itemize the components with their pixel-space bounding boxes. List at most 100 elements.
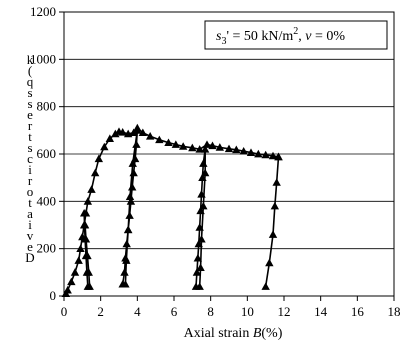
y-axis-label-char: r	[28, 118, 33, 133]
data-point	[192, 268, 202, 276]
data-point	[224, 144, 234, 153]
data-point	[125, 211, 134, 219]
data-point	[268, 151, 278, 160]
data-point	[126, 197, 136, 205]
data-point	[111, 129, 120, 138]
x-tick-label: 18	[388, 304, 401, 319]
data-point	[128, 182, 137, 191]
data-point	[87, 185, 96, 193]
y-axis-label-char: e	[27, 107, 33, 122]
x-tick-label: 8	[207, 304, 214, 319]
data-point	[178, 142, 188, 150]
data-point	[67, 277, 76, 286]
data-point	[122, 256, 131, 264]
data-point	[84, 268, 93, 276]
data-point	[83, 251, 92, 260]
y-axis-label-char: s	[27, 140, 32, 155]
y-axis-label-char: v	[27, 228, 34, 243]
x-tick-label: 4	[134, 304, 141, 319]
data-point	[232, 145, 241, 154]
y-axis-label-char: a	[27, 206, 33, 221]
x-tick-label: 10	[241, 304, 254, 319]
data-point	[272, 178, 281, 186]
y-tick-label: 1200	[30, 4, 56, 19]
data-point	[208, 141, 217, 150]
series	[61, 123, 283, 297]
legend: s3' = 50 kN/m2, v = 0%	[204, 20, 388, 50]
legend-s: s	[216, 29, 222, 44]
data-point	[81, 235, 91, 243]
legend-sup: 2	[293, 26, 298, 37]
legend-mid: ,	[298, 29, 305, 44]
series-line	[264, 156, 280, 287]
data-point	[90, 168, 100, 177]
data-point	[199, 159, 208, 167]
y-axis-label-char: s	[27, 96, 32, 111]
x-tick-label: 6	[171, 304, 178, 319]
data-point	[122, 239, 131, 248]
data-point	[197, 235, 206, 243]
data-point	[196, 263, 205, 271]
data-point	[120, 268, 129, 276]
data-point	[129, 128, 138, 137]
y-axis-label-char: (	[28, 63, 32, 78]
data-point	[261, 150, 270, 159]
y-tick-label: 600	[37, 146, 57, 161]
data-point	[118, 128, 127, 136]
data-point	[105, 134, 115, 142]
data-point	[123, 225, 133, 234]
data-point	[196, 206, 205, 215]
data-point	[138, 128, 148, 137]
data-point	[164, 138, 173, 146]
data-point	[265, 258, 274, 267]
y-axis-label-char: q	[27, 74, 34, 89]
data-point	[199, 201, 208, 210]
y-axis-label-char: D	[25, 250, 34, 265]
data-point	[195, 282, 204, 290]
data-point	[200, 168, 210, 177]
y-axis-label-char: i	[28, 162, 32, 177]
data-point	[128, 159, 137, 167]
data-point	[79, 208, 89, 217]
data-point	[194, 239, 203, 248]
data-point	[74, 256, 83, 264]
y-tick-label: 0	[50, 288, 57, 303]
data-point	[274, 152, 283, 161]
data-point	[195, 145, 204, 153]
y-tick-label: 800	[37, 99, 57, 114]
y-axis-label-char: e	[27, 239, 33, 254]
y-axis-label-char: r	[28, 173, 33, 188]
x-tick-label: 12	[278, 304, 291, 319]
data-point	[198, 173, 207, 182]
data-point	[94, 154, 104, 163]
data-point	[197, 190, 206, 198]
legend-sub: 3	[221, 36, 226, 47]
data-point	[200, 145, 210, 153]
y-tick-label: 200	[37, 241, 57, 256]
x-tick-label: 14	[314, 304, 328, 319]
y-axis-label-char: t	[28, 195, 32, 210]
legend-box	[204, 20, 388, 50]
data-point	[261, 282, 270, 290]
data-point	[188, 143, 197, 152]
data-point	[83, 197, 93, 205]
y-axis-label-char: o	[27, 184, 34, 199]
y-axis-label-char: t	[28, 129, 32, 144]
x-axis-label-var: B	[253, 326, 262, 341]
legend-nu: v	[305, 29, 312, 44]
x-tick-label: 16	[351, 304, 365, 319]
data-point	[121, 279, 130, 288]
y-tick-label: 1000	[30, 51, 56, 66]
data-point	[254, 149, 263, 158]
data-point	[76, 244, 85, 253]
data-point	[133, 126, 142, 134]
data-point	[145, 132, 155, 140]
data-point	[268, 230, 278, 238]
x-ticks: 0 2 4 6 8 10 12 14 16 18	[61, 296, 401, 319]
data-point	[129, 168, 138, 177]
y-tick-label: 400	[37, 193, 57, 208]
data-point	[195, 223, 204, 231]
y-ticks: 0 200 400 600 800 1000 1200	[30, 4, 64, 303]
